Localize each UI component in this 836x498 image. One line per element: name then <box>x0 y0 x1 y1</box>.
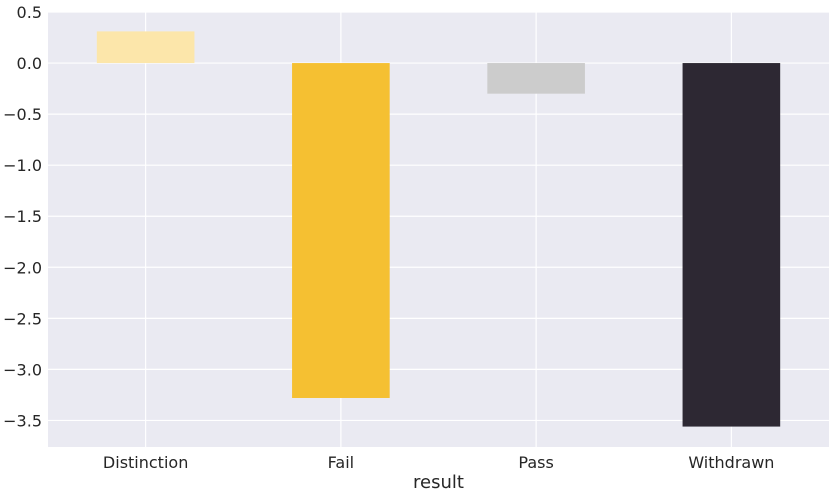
x-tick-label: Withdrawn <box>688 453 774 472</box>
bar-pass <box>487 63 585 94</box>
y-tick-label: −1.5 <box>3 207 42 226</box>
bar-distinction <box>96 31 195 64</box>
bars <box>96 31 781 427</box>
y-tick-label: −2.5 <box>3 309 42 328</box>
y-tick-label: −2.0 <box>3 258 42 277</box>
y-tick-label: −1.0 <box>3 156 42 175</box>
y-tick-label: 0.5 <box>17 3 42 22</box>
x-tick-label: Pass <box>518 453 553 472</box>
x-axis-title: result <box>413 472 464 493</box>
y-tick-label: −3.5 <box>3 411 42 430</box>
bar-withdrawn <box>682 63 781 427</box>
y-tick-labels: 0.5 0.0 −0.5 −1.0 −1.5 −2.0 −2.5 −3.0 −3.5 <box>3 3 42 430</box>
bar-fail <box>292 63 390 398</box>
x-tick-label: Fail <box>328 453 354 472</box>
x-tick-labels: Distinction Fail Pass Withdrawn <box>103 453 775 472</box>
y-tick-label: 0.0 <box>17 54 42 73</box>
x-tick-label: Distinction <box>103 453 188 472</box>
y-tick-label: −3.0 <box>3 360 42 379</box>
y-tick-label: −0.5 <box>3 105 42 124</box>
